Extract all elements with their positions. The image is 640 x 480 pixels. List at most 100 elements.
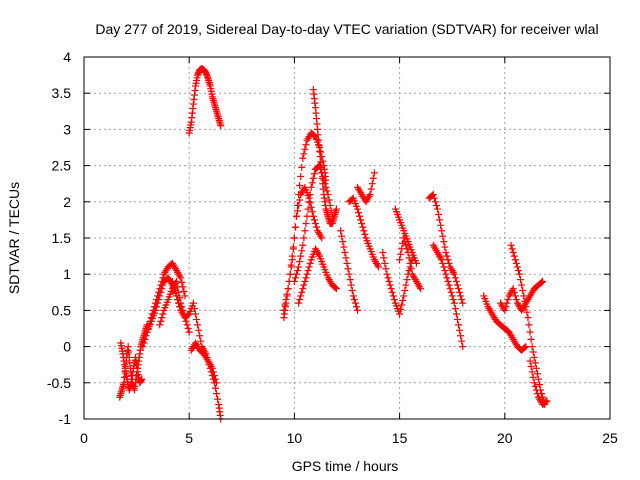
data-point xyxy=(294,267,302,275)
data-point xyxy=(295,299,303,307)
data-point xyxy=(295,263,303,271)
x-tick-label: 0 xyxy=(80,430,88,446)
data-point xyxy=(459,299,467,307)
data-point xyxy=(459,343,467,351)
data-point xyxy=(306,199,314,207)
data-point xyxy=(184,311,192,319)
data-point xyxy=(517,276,525,284)
data-point xyxy=(450,270,458,278)
data-point xyxy=(523,308,531,316)
data-point xyxy=(176,303,184,311)
data-point xyxy=(192,310,200,318)
data-point xyxy=(447,288,455,296)
data-point xyxy=(451,274,459,282)
x-tick-label: 20 xyxy=(497,430,513,446)
data-point xyxy=(368,180,376,188)
data-point xyxy=(438,227,446,235)
data-point xyxy=(397,305,405,313)
chart-title: Day 277 of 2019, Sidereal Day-to-day VTE… xyxy=(95,21,598,37)
data-point xyxy=(180,287,188,295)
data-point xyxy=(155,296,163,304)
data-point xyxy=(402,281,410,289)
data-point xyxy=(401,238,409,246)
data-point xyxy=(452,277,460,285)
data-point xyxy=(350,296,358,304)
data-point xyxy=(521,297,529,305)
data-point xyxy=(289,245,297,253)
data-point xyxy=(397,250,405,258)
data-point xyxy=(294,207,302,215)
data-point xyxy=(293,212,301,220)
data-point xyxy=(539,277,547,285)
data-point xyxy=(305,198,313,206)
data-point xyxy=(399,296,407,304)
y-tick-label: -1 xyxy=(59,411,72,427)
data-point xyxy=(533,370,541,378)
data-point xyxy=(280,306,288,314)
data-point xyxy=(159,281,167,289)
data-point xyxy=(458,337,466,345)
data-point xyxy=(298,288,306,296)
data-point xyxy=(522,303,530,311)
data-point xyxy=(379,248,387,256)
data-point xyxy=(534,375,542,383)
y-tick-label: 3 xyxy=(63,121,71,137)
data-point xyxy=(529,348,537,356)
data-point xyxy=(300,281,308,289)
data-point xyxy=(382,265,390,273)
data-point xyxy=(139,343,147,351)
data-point xyxy=(437,221,445,229)
data-point xyxy=(185,328,193,336)
data-point xyxy=(343,259,351,267)
data-point xyxy=(195,326,203,334)
data-point xyxy=(444,256,452,264)
data-point xyxy=(527,363,535,371)
data-point xyxy=(366,191,374,199)
axis-ticks: 0 5 10 15 20 25 4 3.5 3 2.5 2 1.5 1 0.5 0 -0.5 -1 xyxy=(47,49,618,446)
data-point xyxy=(352,303,360,311)
data-point xyxy=(340,243,348,251)
data-point xyxy=(529,373,537,381)
data-point xyxy=(210,372,218,380)
data-point xyxy=(453,315,461,323)
data-point xyxy=(290,234,298,242)
data-point xyxy=(296,196,304,204)
data-point xyxy=(156,292,164,300)
data-point xyxy=(449,296,457,304)
data-point xyxy=(509,248,517,256)
data-point xyxy=(511,292,519,300)
data-point xyxy=(432,201,440,209)
data-point xyxy=(441,267,449,275)
data-point xyxy=(282,296,290,304)
data-point xyxy=(526,357,534,365)
data-point xyxy=(509,285,517,293)
data-point xyxy=(138,375,146,383)
y-tick-label: 0.5 xyxy=(52,302,72,318)
data-point xyxy=(217,122,225,130)
data-point xyxy=(212,384,219,392)
data-point xyxy=(309,212,317,220)
data-point xyxy=(358,220,366,228)
data-point xyxy=(293,270,301,278)
data-point xyxy=(301,277,309,285)
y-tick-label: 2 xyxy=(63,194,71,210)
data-point xyxy=(141,335,149,343)
data-point xyxy=(400,234,408,242)
data-point xyxy=(291,274,299,282)
data-point xyxy=(533,390,541,398)
data-point xyxy=(142,332,150,340)
data-point xyxy=(525,321,533,329)
data-point xyxy=(170,285,178,293)
data-point xyxy=(512,296,520,304)
data-point xyxy=(412,259,420,267)
data-point xyxy=(152,306,160,314)
data-point xyxy=(531,359,539,367)
data-point xyxy=(174,296,182,304)
data-point xyxy=(439,232,447,240)
data-point xyxy=(189,299,197,307)
data-point xyxy=(194,321,202,329)
data-point xyxy=(503,299,511,307)
data-point xyxy=(417,285,425,293)
data-point xyxy=(159,310,167,318)
